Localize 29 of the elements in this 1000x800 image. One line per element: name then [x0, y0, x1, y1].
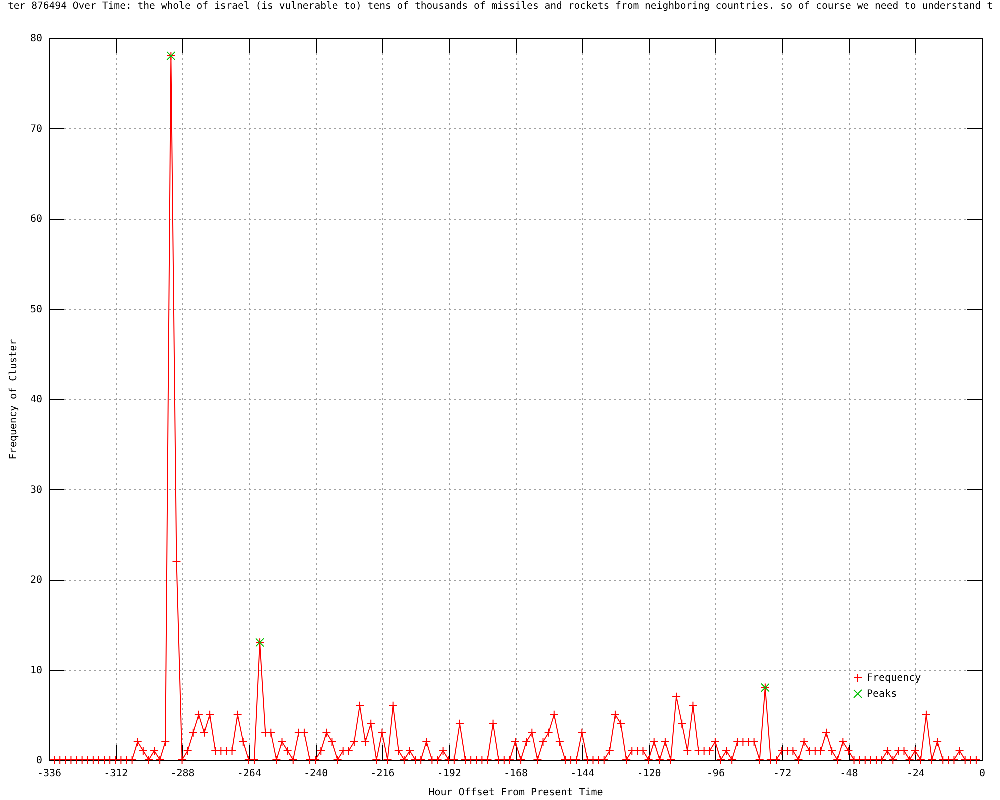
- x-tick-label: -72: [774, 768, 792, 780]
- x-tick-label: -48: [840, 768, 858, 780]
- y-tick-label: 40: [30, 394, 42, 406]
- legend-label: Peaks: [867, 689, 898, 700]
- y-tick-label: 60: [30, 214, 42, 225]
- y-tick-label: 20: [30, 575, 42, 586]
- x-tick-label: -216: [370, 768, 395, 780]
- x-tick-label: -96: [706, 768, 725, 780]
- x-axis-title: Hour Offset From Present Time: [428, 788, 604, 798]
- x-tick-label: -240: [304, 768, 328, 780]
- x-tick-label: -24: [906, 768, 925, 780]
- x-tick-label: 0: [979, 768, 986, 780]
- x-tick-label: -192: [437, 768, 462, 780]
- y-tick-label: 80: [30, 34, 42, 44]
- x-tick-label: -144: [570, 768, 595, 780]
- y-axis-title: Frequency of Cluster: [8, 339, 20, 460]
- legend-label: Frequency: [867, 673, 922, 684]
- x-tick-label: -168: [504, 768, 528, 780]
- y-tick-label: 70: [30, 124, 42, 135]
- y-tick-label: 0: [36, 756, 42, 766]
- x-tick-label: -312: [104, 768, 128, 780]
- y-tick-label: 10: [30, 665, 42, 676]
- y-tick-label: 30: [30, 484, 42, 496]
- x-tick-label: -336: [37, 768, 62, 780]
- chart-title: ter 876494 Over Time: the whole of israel (is vulnerable to) tens of thousands of missiles and rockets from neighboring countries. so of course we need to understand t: [8, 1, 994, 12]
- x-tick-label: -288: [170, 768, 195, 780]
- x-tick-label: -264: [237, 768, 262, 780]
- y-tick-label: 50: [30, 304, 42, 316]
- x-tick-label: -120: [637, 768, 662, 780]
